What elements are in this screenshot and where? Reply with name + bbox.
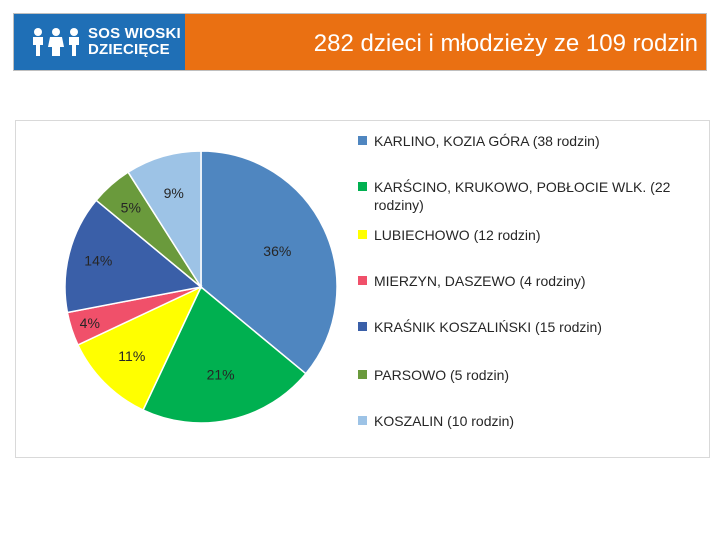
- legend-swatch: [358, 182, 367, 191]
- slice-value-label: 5%: [121, 199, 141, 215]
- legend-label: KARLINO, KOZIA GÓRA (38 rodzin): [374, 133, 600, 149]
- pie-slice: [127, 150, 202, 290]
- chart-frame: [15, 120, 710, 458]
- title-bar: 282 dzieci i młodzieży ze 109 rodzin: [185, 14, 706, 70]
- legend-swatch: [358, 370, 367, 379]
- legend-swatch: [358, 136, 367, 145]
- pie-slice: [76, 285, 203, 412]
- slide-header: SOS WIOSKI DZIECIĘCE 282 dzieci i młodzi…: [13, 13, 707, 71]
- pie-slice: [64, 199, 203, 314]
- legend-label: KOSZALIN (10 rodzin): [374, 413, 515, 429]
- page-title: 282 dzieci i młodzieży ze 109 rodzin: [313, 30, 698, 57]
- children-logo-icon: [33, 28, 79, 56]
- slice-value-label: 14%: [84, 253, 112, 269]
- logo-line-2: DZIECIĘCE: [88, 41, 170, 58]
- logo-text: SOS WIOSKI DZIECIĘCE: [88, 26, 181, 58]
- legend-label: KARŚCINO, KRUKOWO, POBŁOCIE WLK. (22 rod…: [374, 179, 671, 213]
- legend-label: LUBIECHOWO (12 rodzin): [374, 227, 541, 243]
- slice-value-label: 4%: [80, 315, 100, 331]
- pie-slice: [200, 150, 338, 375]
- legend-swatch: [358, 416, 367, 425]
- slice-value-label: 9%: [164, 185, 184, 201]
- legend-swatch: [358, 322, 367, 331]
- pie-slice: [142, 285, 307, 424]
- legend-label: MIERZYN, DASZEWO (4 rodziny): [374, 273, 586, 289]
- legend-label: PARSOWO (5 rodzin): [374, 367, 510, 383]
- legend-swatch: [358, 276, 367, 285]
- sos-logo: SOS WIOSKI DZIECIĘCE: [14, 14, 185, 70]
- slice-value-label: 11%: [118, 348, 145, 364]
- logo-line-1: SOS WIOSKI: [88, 25, 181, 42]
- slice-value-label: 21%: [207, 367, 235, 383]
- pie-value-labels: 36% 21% 11% 4% 14% 5% 9%: [80, 185, 292, 383]
- legend-label: KRAŚNIK KOSZALIŃSKI (15 rodzin): [374, 319, 602, 335]
- legend-swatch: [358, 230, 367, 239]
- pie-slices: [64, 150, 338, 424]
- slice-value-label: 36%: [263, 243, 291, 259]
